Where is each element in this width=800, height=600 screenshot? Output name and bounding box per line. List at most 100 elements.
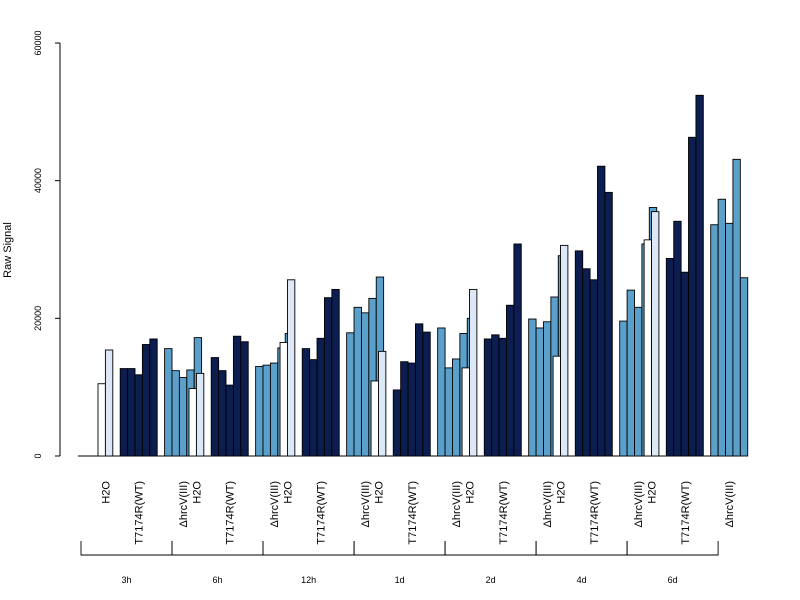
time-bracket: [80, 541, 173, 556]
group-label: H2O: [647, 481, 659, 504]
y-axis-label: Raw Signal: [2, 222, 14, 278]
group-labels-layer: H2O T7174R(WT) ΔhrcV(III) H2O T7174R(WT) Δhrc…: [100, 481, 736, 545]
bar: [240, 341, 249, 457]
bar: [104, 349, 114, 457]
bar: [378, 350, 387, 457]
bar: [400, 361, 409, 457]
bar: [323, 297, 333, 457]
bar: [346, 332, 355, 457]
group-label: T7174R(WT): [316, 481, 328, 545]
time-label: 6h: [212, 575, 222, 585]
group-label: H2O: [191, 481, 203, 504]
group-label: T7174R(WT): [225, 481, 237, 545]
bar: [535, 327, 544, 457]
group-label: H2O: [282, 481, 294, 504]
group-label: ΔhrcV(III): [633, 481, 645, 527]
bar: [392, 389, 402, 457]
y-tick-label: 20000: [33, 306, 43, 331]
bar: [262, 364, 271, 457]
bar: [279, 341, 288, 457]
time-bracket: [353, 541, 446, 556]
bar: [498, 337, 507, 457]
bar: [255, 366, 264, 457]
bar: [604, 191, 613, 457]
bar: [589, 279, 598, 457]
bar: [444, 367, 453, 457]
bar: [353, 306, 362, 457]
bar: [552, 355, 561, 457]
bar: [269, 362, 279, 457]
bar: [680, 271, 689, 457]
bar: [483, 338, 493, 457]
y-tick-label: 40000: [33, 168, 43, 193]
bar: [452, 358, 461, 457]
group-label: T7174R(WT): [407, 481, 419, 545]
bar: [732, 158, 741, 457]
time-bracket: [444, 541, 537, 556]
bar: [651, 211, 660, 457]
bar: [309, 359, 318, 457]
time-bracket: [535, 541, 628, 556]
time-label: 6d: [668, 575, 678, 585]
group-label: T7174R(WT): [134, 481, 146, 545]
time-label: 12h: [301, 575, 316, 585]
group-label: H2O: [374, 481, 386, 504]
group-label: ΔhrcV(III): [269, 481, 281, 527]
bar: [643, 239, 652, 457]
bar: [543, 321, 552, 457]
bar: [437, 327, 446, 457]
bar: [225, 384, 234, 457]
y-tick-label: 60000: [33, 30, 43, 55]
bar: [491, 334, 500, 457]
bar: [695, 94, 704, 457]
bar: [370, 380, 379, 457]
group-label: T7174R(WT): [589, 481, 601, 545]
group-label: T7174R(WT): [498, 481, 510, 545]
group-label: T7174R(WT): [680, 481, 692, 545]
group-label: ΔhrcV(III): [178, 481, 190, 527]
bar: [119, 368, 129, 457]
bar: [316, 337, 325, 457]
group-label: H2O: [465, 481, 477, 504]
bar: [218, 370, 227, 457]
time-label: 1d: [395, 575, 405, 585]
bar: [717, 198, 726, 457]
time-label: 3h: [121, 575, 131, 585]
bar: [626, 289, 635, 457]
bar: [195, 372, 205, 457]
bar: [513, 243, 522, 457]
bar: [210, 357, 220, 457]
group-label: ΔhrcV(III): [360, 481, 372, 527]
bar: [171, 370, 180, 457]
bar: [665, 258, 675, 457]
bar: [461, 367, 470, 457]
bar: [415, 323, 424, 457]
bar: [178, 377, 188, 457]
group-label: ΔhrcV(III): [451, 481, 463, 527]
bar: [149, 338, 158, 457]
bar: [574, 250, 584, 457]
bar: [528, 318, 537, 457]
time-label: 4d: [577, 575, 587, 585]
y-tick-label: 0: [33, 453, 43, 458]
time-bracket: [171, 541, 264, 556]
group-label: H2O: [100, 481, 112, 504]
time-bracket: [262, 541, 355, 556]
time-brackets-layer: 3h 6h 12h 1d 2d 4d 6d: [80, 541, 719, 585]
bar: [725, 222, 734, 457]
bar: [188, 388, 197, 457]
time-bracket: [626, 541, 719, 556]
group-label: ΔhrcV(III): [724, 481, 736, 527]
y-axis: 0 20000 40000 60000: [33, 30, 61, 459]
bar: [141, 344, 151, 457]
bar: [739, 277, 749, 457]
bar: [506, 304, 515, 457]
bars-layer: [97, 94, 749, 457]
bar: [469, 288, 478, 457]
bar: [422, 331, 431, 457]
bar: [301, 348, 311, 457]
bar: [360, 312, 370, 457]
bar: [634, 306, 643, 457]
bar: [619, 320, 628, 457]
bar: [164, 348, 173, 457]
